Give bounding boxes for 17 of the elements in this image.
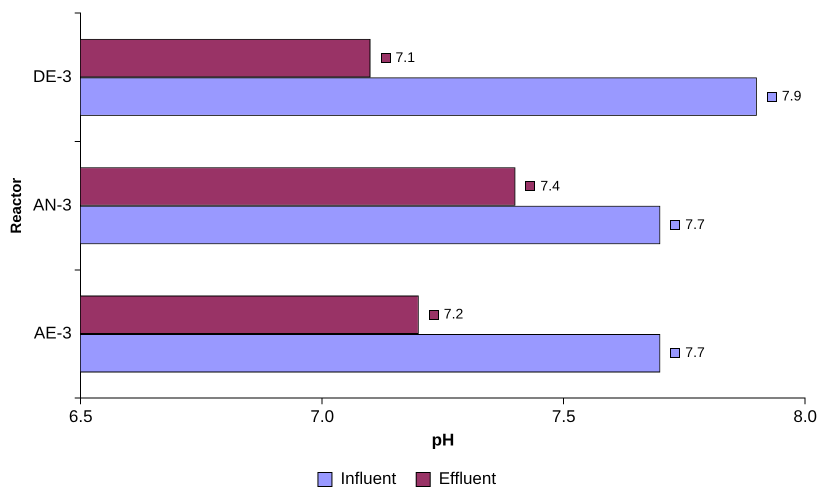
x-tick-label: 7.0 <box>310 407 334 426</box>
y-tick-label: DE-3 <box>32 67 72 86</box>
data-label: 7.7 <box>685 216 705 232</box>
x-tick-label: 8.0 <box>793 407 818 426</box>
data-label: 7.7 <box>685 344 705 360</box>
y-axis-title: Reactor <box>8 178 26 234</box>
x-axis-title: pH <box>432 430 454 450</box>
legend-label: Effluent <box>438 469 496 488</box>
legend-label: Influent <box>340 469 396 488</box>
data-label: 7.9 <box>782 87 802 104</box>
data-label: 7.2 <box>444 306 464 322</box>
data-label: 7.4 <box>540 177 560 194</box>
x-tick-label: 6.5 <box>68 407 93 426</box>
x-tick-label: 7.5 <box>552 407 576 426</box>
y-tick-label: AN-3 <box>32 195 72 214</box>
y-tick-label: AE-3 <box>34 324 72 343</box>
data-label: 7.1 <box>396 48 416 65</box>
